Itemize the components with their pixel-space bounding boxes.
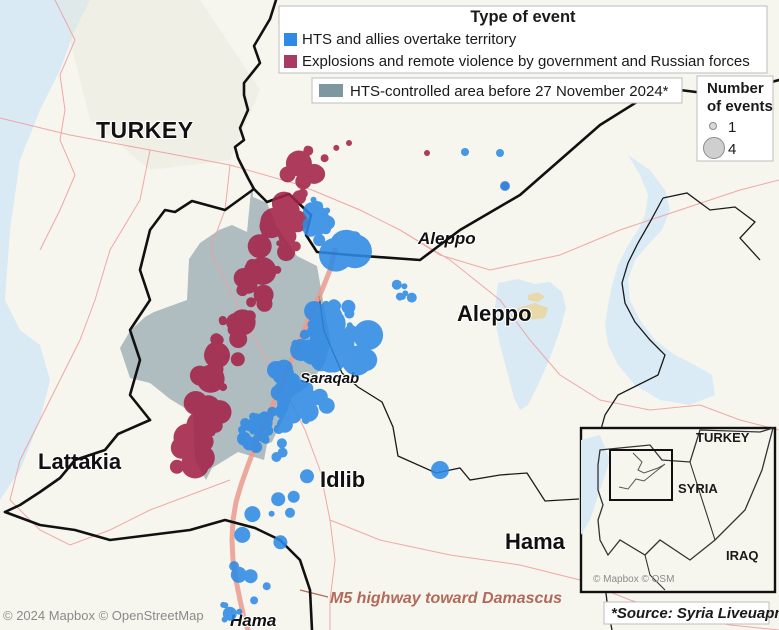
svg-text:4: 4 xyxy=(728,141,736,158)
svg-text:Aleppo: Aleppo xyxy=(457,301,532,326)
svg-text:TURKEY: TURKEY xyxy=(96,117,194,143)
svg-text:Type of event: Type of event xyxy=(470,8,576,26)
svg-text:*Source: Syria Liveuapmap: *Source: Syria Liveuapmap xyxy=(611,605,779,622)
svg-text:1: 1 xyxy=(728,119,736,136)
svg-text:Aleppo: Aleppo xyxy=(417,229,476,248)
svg-text:HTS-controlled area before 27: HTS-controlled area before 27 November 2… xyxy=(350,83,669,100)
svg-text:IRAQ: IRAQ xyxy=(726,548,759,563)
svg-text:Hama: Hama xyxy=(505,529,566,554)
svg-text:Explosions and remote violence: Explosions and remote violence by govern… xyxy=(302,53,750,70)
svg-text:© 2024 Mapbox © OpenStreetMap: © 2024 Mapbox © OpenStreetMap xyxy=(3,608,204,623)
svg-text:Hama: Hama xyxy=(230,611,276,630)
svg-text:M5 highway toward Damascus: M5 highway toward Damascus xyxy=(330,590,562,607)
svg-text:of events: of events xyxy=(707,98,773,115)
svg-text:© Mapbox © OSM: © Mapbox © OSM xyxy=(593,574,674,585)
svg-text:HTS and allies overtake territ: HTS and allies overtake territory xyxy=(302,31,517,48)
svg-text:Idlib: Idlib xyxy=(320,467,365,492)
svg-text:TURKEY: TURKEY xyxy=(696,430,750,445)
svg-text:Number: Number xyxy=(707,80,764,97)
svg-text:SYRIA: SYRIA xyxy=(678,481,718,496)
svg-text:Lattakia: Lattakia xyxy=(38,449,122,474)
